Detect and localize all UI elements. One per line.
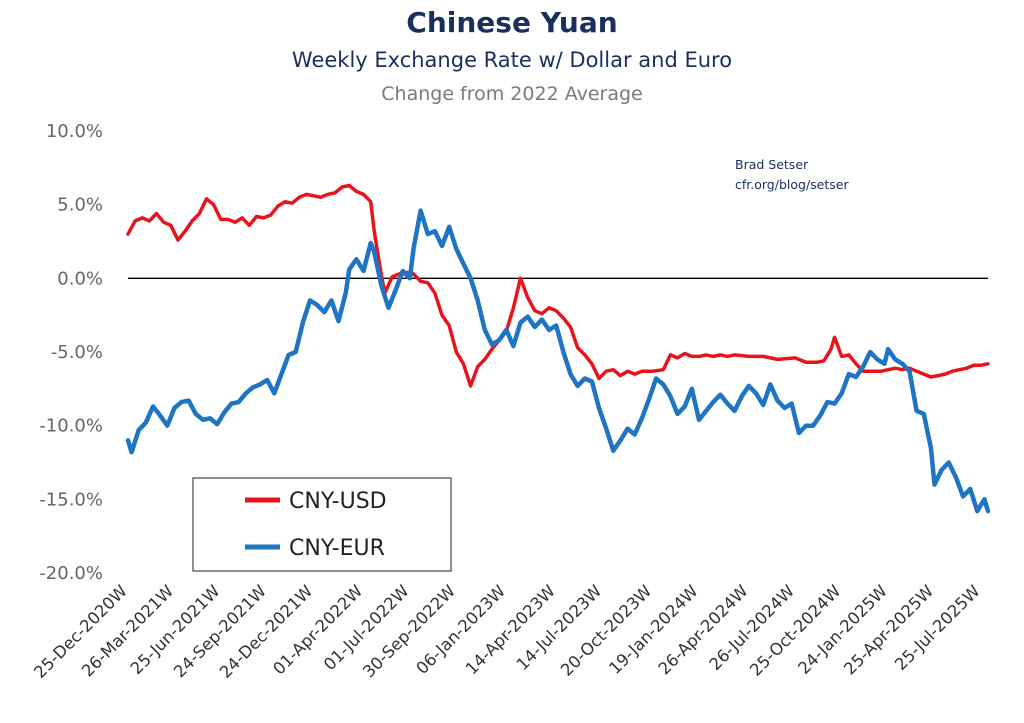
y-axis-ticks: 10.0% 5.0% 0.0% -5.0% -10.0% -15.0% -20.0% [39,121,103,584]
y-tick-label: 10.0% [46,121,103,142]
legend: CNY-USD CNY-EUR [192,477,452,572]
y-tick-label: 5.0% [57,195,103,216]
y-tick-label: -15.0% [39,489,103,510]
chart-title: Chinese Yuan [406,6,617,39]
x-axis-ticks: 25-Dec-2020W26-Mar-2021W25-Jun-2021W24-S… [30,581,983,682]
chart-subsubtitle: Change from 2022 Average [381,83,642,105]
series-lines [125,183,991,514]
chart-subtitle: Weekly Exchange Rate w/ Dollar and Euro [292,48,732,72]
legend-label-cny-usd: CNY-USD [289,489,387,514]
legend-label-cny-eur: CNY-EUR [289,536,385,561]
series-line-cny-eur [125,208,991,514]
y-tick-label: -5.0% [51,342,103,363]
x-tick-label: 06-Jan-2023W [413,581,510,678]
y-tick-label: -10.0% [39,416,103,437]
annotation-url: cfr.org/blog/setser [735,177,849,192]
annotation-author: Brad Setser [735,157,809,172]
x-tick-label: 14-Jul-2023W [513,581,606,674]
series-line-cny-usd [126,183,990,388]
y-tick-label: 0.0% [57,268,103,289]
x-tick-label: 25-Jul-2025W [891,581,984,674]
y-tick-label: -20.0% [39,563,103,584]
legend-box [192,477,452,572]
